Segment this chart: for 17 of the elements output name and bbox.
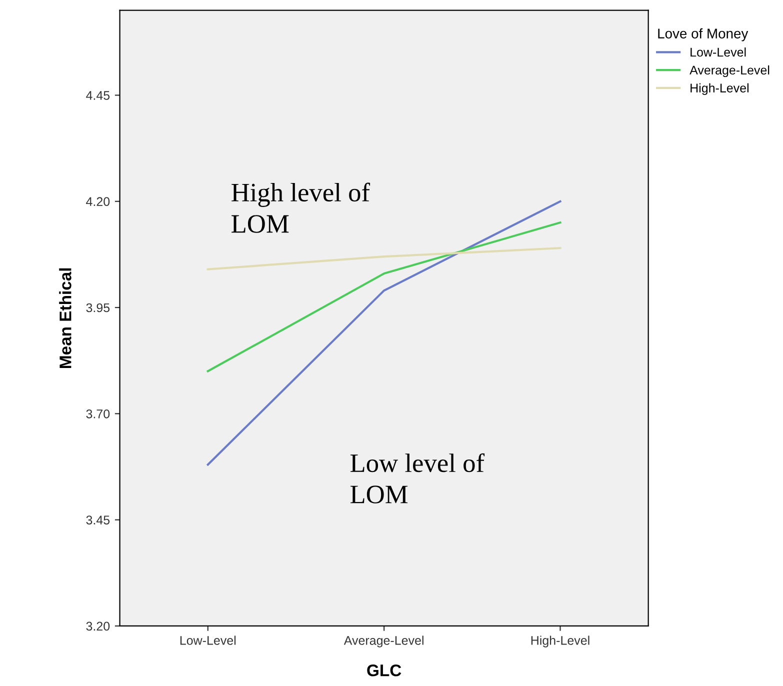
y-tick-label: 3.20 [86, 622, 110, 631]
y-tick-label: 4.45 [86, 91, 110, 100]
y-tick-label: 3.45 [86, 516, 110, 524]
legend-label: Low-Level [690, 47, 746, 57]
y-tick-label: 3.95 [86, 303, 110, 312]
y-tick-label: 4.20 [86, 197, 110, 206]
legend-label: High-Level [690, 83, 748, 95]
x-tick-label: Average-Level [344, 636, 424, 648]
x-tick-label: Low-Level [180, 636, 236, 645]
annotation: High level of LOM [232, 182, 370, 233]
y-tick-label: 3.70 [86, 409, 110, 418]
annotation: Low level of LOM [350, 453, 485, 504]
legend-label: Average-Level [690, 65, 770, 78]
y-axis-title: Mean Ethical [59, 268, 72, 368]
x-tick-label: High-Level [531, 636, 590, 648]
legend-title: Love of Money [658, 28, 748, 42]
x-axis-title: GLC [367, 664, 402, 676]
